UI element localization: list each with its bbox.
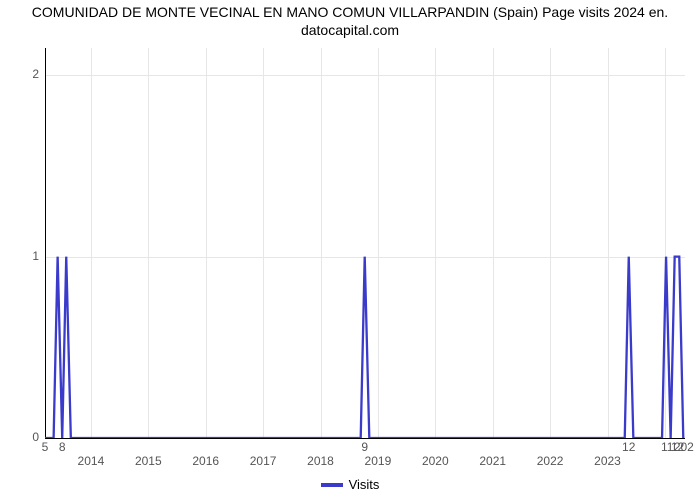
point-label: 12: [622, 440, 635, 454]
xtick-label: 2023: [594, 454, 621, 468]
xtick-label: 2021: [479, 454, 506, 468]
xtick-label: 2020: [422, 454, 449, 468]
legend-label: Visits: [349, 477, 380, 492]
ytick-label: 0: [19, 430, 39, 444]
series-svg: [45, 48, 685, 438]
axis-bottom: [45, 438, 685, 439]
xtick-label: 2019: [365, 454, 392, 468]
point-label: 8: [59, 440, 66, 454]
point-label: 202: [674, 440, 694, 454]
xtick-label: 2017: [250, 454, 277, 468]
visits-series: [45, 257, 683, 438]
chart-title: COMUNIDAD DE MONTE VECINAL EN MANO COMUN…: [0, 4, 700, 39]
xtick-label: 2022: [537, 454, 564, 468]
plot-area: 0122014201520162017201820192020202120222…: [45, 48, 685, 438]
legend: Visits: [0, 476, 700, 492]
xtick-label: 2014: [78, 454, 105, 468]
ytick-label: 1: [19, 249, 39, 263]
legend-swatch: [321, 483, 343, 487]
point-label: 5: [42, 440, 49, 454]
chart-title-line1: COMUNIDAD DE MONTE VECINAL EN MANO COMUN…: [32, 4, 668, 20]
ytick-label: 2: [19, 67, 39, 81]
chart-title-line2: datocapital.com: [301, 22, 399, 38]
xtick-label: 2015: [135, 454, 162, 468]
xtick-label: 2018: [307, 454, 334, 468]
xtick-label: 2016: [192, 454, 219, 468]
point-label: 9: [361, 440, 368, 454]
